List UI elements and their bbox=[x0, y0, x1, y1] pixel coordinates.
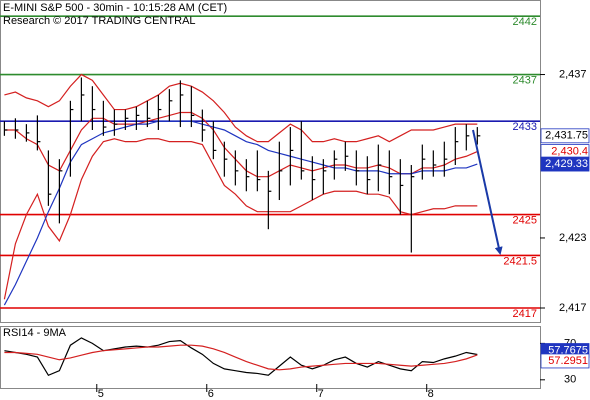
value-box bbox=[540, 128, 590, 144]
plot-area bbox=[0, 15, 540, 377]
x-tick-label: 7 bbox=[318, 388, 324, 400]
level-label: 2433 bbox=[513, 121, 537, 133]
indicator-title: RSI14 - 9MA bbox=[3, 327, 67, 339]
level-label: 2437 bbox=[513, 74, 537, 86]
level-label: 2417 bbox=[513, 308, 537, 320]
value-box-label: 57.7675 bbox=[548, 344, 588, 356]
y-tick-label: 2,437 bbox=[559, 68, 587, 80]
overlay-line bbox=[4, 111, 478, 178]
x-tick-label: 6 bbox=[208, 388, 214, 400]
price-panel bbox=[0, 0, 541, 323]
x-tick-label: 5 bbox=[98, 388, 104, 400]
chart-subtitle: Research © 2017 TRADING CENTRAL bbox=[3, 15, 196, 27]
value-box-label: 57.2951 bbox=[548, 355, 588, 367]
rsi-panel bbox=[0, 326, 541, 389]
level-label: 2442 bbox=[513, 16, 537, 28]
x-tick-label: 8 bbox=[428, 388, 434, 400]
y-tick-label: 2,417 bbox=[559, 302, 587, 314]
value-box-label: 2,431.75 bbox=[545, 130, 588, 142]
value-box bbox=[540, 353, 590, 369]
chart-title: E-MINI S&P 500 - 30min - 10:15:28 AM (CE… bbox=[3, 2, 227, 14]
value-box bbox=[540, 156, 590, 172]
overlay-line bbox=[4, 73, 478, 143]
value-box-label: 2,430.4 bbox=[551, 145, 588, 157]
rsi-line bbox=[4, 344, 478, 371]
rsi-line bbox=[4, 337, 478, 377]
level-label: 2421.5 bbox=[503, 255, 537, 267]
overlay-line bbox=[3, 120, 478, 306]
value-box-label: 2,429.33 bbox=[545, 158, 588, 170]
rsi-tick-label: 30 bbox=[564, 374, 576, 386]
forecast-arrow bbox=[472, 129, 503, 255]
overlay-line bbox=[3, 138, 478, 300]
y-tick-label: 2,423 bbox=[559, 232, 587, 244]
level-label: 2425 bbox=[513, 215, 537, 227]
